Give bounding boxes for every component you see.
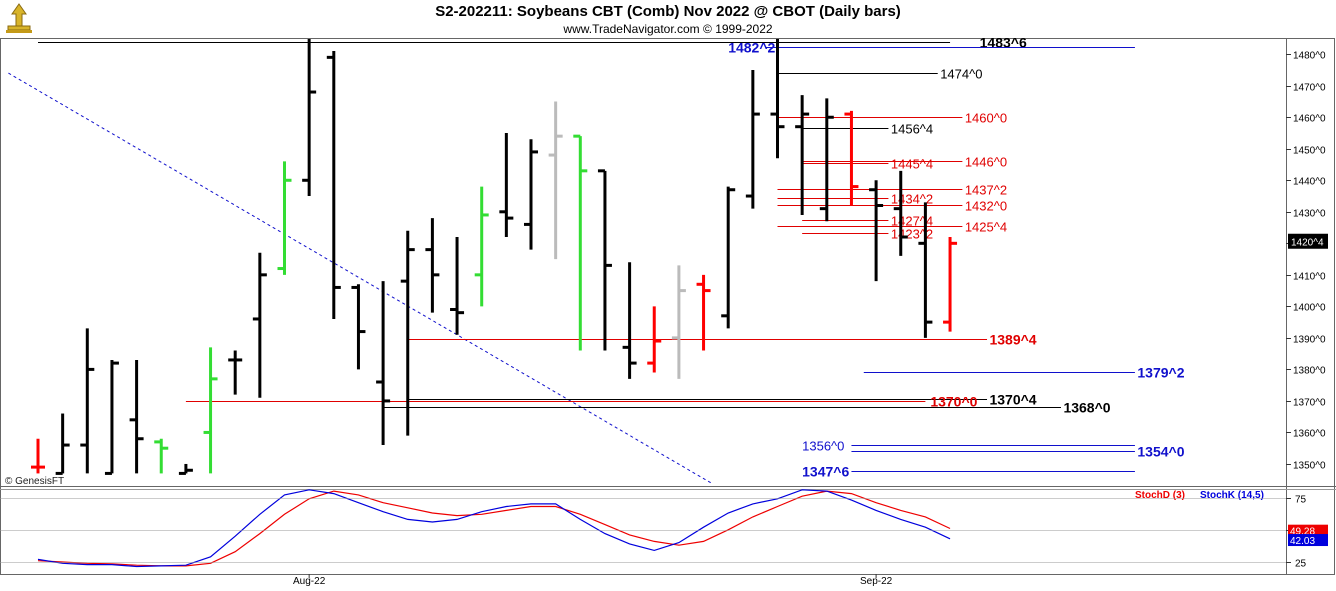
chart-header: S2-202211: Soybeans CBT (Comb) Nov 2022 … xyxy=(0,0,1336,38)
price-bar xyxy=(80,328,95,474)
level-label: 1354^0 xyxy=(1137,444,1184,460)
price-bar xyxy=(154,438,169,474)
chart-frame xyxy=(0,38,1336,575)
price-bar xyxy=(770,39,785,159)
price-tick-label: 1350^0 xyxy=(1293,461,1326,472)
price-bar xyxy=(55,413,70,475)
price-tick-label: 1480^0 xyxy=(1293,51,1326,62)
stoch-last-box xyxy=(1288,534,1328,547)
chart-title: S2-202211: Soybeans CBT (Comb) Nov 2022 … xyxy=(435,3,901,20)
price-bar xyxy=(548,101,563,260)
price-bar xyxy=(869,180,884,282)
stoch-last-box xyxy=(1288,524,1328,537)
last-price-label: 1420^4 xyxy=(1291,238,1324,249)
price-bar xyxy=(844,110,859,206)
level-label: 1432^0 xyxy=(965,199,1007,214)
price-tick-label: 1410^0 xyxy=(1293,272,1326,283)
level-label: 1389^4 xyxy=(989,332,1036,348)
price-tick-label: 1370^0 xyxy=(1293,398,1326,409)
stoch-tick-label: 75 xyxy=(1295,495,1307,506)
watermark: © GenesisFT xyxy=(5,476,64,487)
price-bar xyxy=(203,347,218,474)
price-bars-layer xyxy=(31,39,958,475)
trade-navigator-logo-icon xyxy=(4,2,34,34)
level-label: 1379^2 xyxy=(1137,365,1184,381)
level-label: 1474^0 xyxy=(940,67,982,82)
level-label: 1368^0 xyxy=(1063,400,1110,416)
price-bar xyxy=(302,39,317,197)
date-label: Aug-22 xyxy=(293,576,326,587)
level-label: 1370^0 xyxy=(930,394,977,410)
stoch-line xyxy=(37,490,951,567)
price-bar xyxy=(943,237,958,332)
price-bar xyxy=(31,438,45,474)
price-bar xyxy=(819,98,834,222)
stoch-tick-label: 25 xyxy=(1295,559,1307,570)
level-label: 1446^0 xyxy=(965,155,1007,170)
price-bar xyxy=(129,359,144,474)
date-axis: Aug-22 Sep-22 xyxy=(293,574,893,587)
price-bar xyxy=(671,265,686,379)
chart-subtitle: www.TradeNavigator.com © 1999-2022 xyxy=(563,22,773,36)
price-bar xyxy=(573,134,588,351)
price-bar xyxy=(918,202,933,338)
price-bar xyxy=(104,359,119,475)
stoch-d-legend: StochD (3) xyxy=(1135,490,1185,501)
level-label: 1483^6 xyxy=(980,35,1027,51)
price-axis: 1480^0 1470^0 1460^0 1450^0 1440^0 1430^0 1420… xyxy=(1286,51,1328,472)
price-bar xyxy=(721,186,736,329)
price-tick-label: 1360^0 xyxy=(1293,429,1326,440)
price-bar xyxy=(474,186,489,307)
price-tick-label: 1390^0 xyxy=(1293,335,1326,346)
price-bar xyxy=(499,133,514,238)
price-bar xyxy=(524,139,538,250)
price-bar xyxy=(351,284,366,370)
price-bar xyxy=(745,69,760,209)
price-bar xyxy=(228,350,243,395)
price-bar xyxy=(647,306,662,373)
price-bar xyxy=(400,230,415,436)
level-label: 1456^4 xyxy=(891,122,933,137)
price-bar xyxy=(795,95,810,215)
stoch-last-label: 42.03 xyxy=(1290,536,1315,547)
price-bar xyxy=(252,252,267,398)
price-tick-label: 1400^0 xyxy=(1293,303,1326,314)
level-label: 1425^4 xyxy=(965,220,1007,235)
date-label: Sep-22 xyxy=(860,576,893,587)
price-bar xyxy=(178,463,193,475)
price-bar xyxy=(450,237,465,335)
level-label: 1370^4 xyxy=(989,392,1036,408)
price-tick-label: 1470^0 xyxy=(1293,83,1326,94)
price-tick-label: 1460^0 xyxy=(1293,114,1326,125)
price-bar xyxy=(425,218,440,313)
last-price-box xyxy=(1288,233,1328,249)
levels-layer: 1483^6 1482^2 1474^0 1460^0 1456^4 1446^0 1445… xyxy=(38,35,1185,480)
price-bar xyxy=(597,169,612,351)
level-label: 1356^0 xyxy=(802,439,844,454)
stoch-k-legend: StochK (14,5) xyxy=(1200,490,1264,501)
level-label: 1347^6 xyxy=(802,464,849,480)
price-bar xyxy=(277,161,292,275)
level-label: 1482^2 xyxy=(728,40,775,56)
stoch-last-label: 49.28 xyxy=(1290,527,1315,538)
price-bar xyxy=(376,281,391,446)
price-bar xyxy=(326,51,341,319)
price-tick-label: 1380^0 xyxy=(1293,366,1326,377)
level-label: 1460^0 xyxy=(965,111,1007,126)
price-tick-label: 1450^0 xyxy=(1293,146,1326,157)
price-bar xyxy=(893,170,908,256)
level-label: 1437^2 xyxy=(965,183,1007,198)
price-tick-label: 1430^0 xyxy=(1293,209,1326,220)
level-label: 1445^4 xyxy=(891,157,933,172)
price-tick-label: 1440^0 xyxy=(1293,177,1326,188)
price-bar xyxy=(696,274,711,351)
price-bar xyxy=(622,262,637,379)
stoch-line xyxy=(37,489,951,568)
outer-border xyxy=(0,38,1335,575)
